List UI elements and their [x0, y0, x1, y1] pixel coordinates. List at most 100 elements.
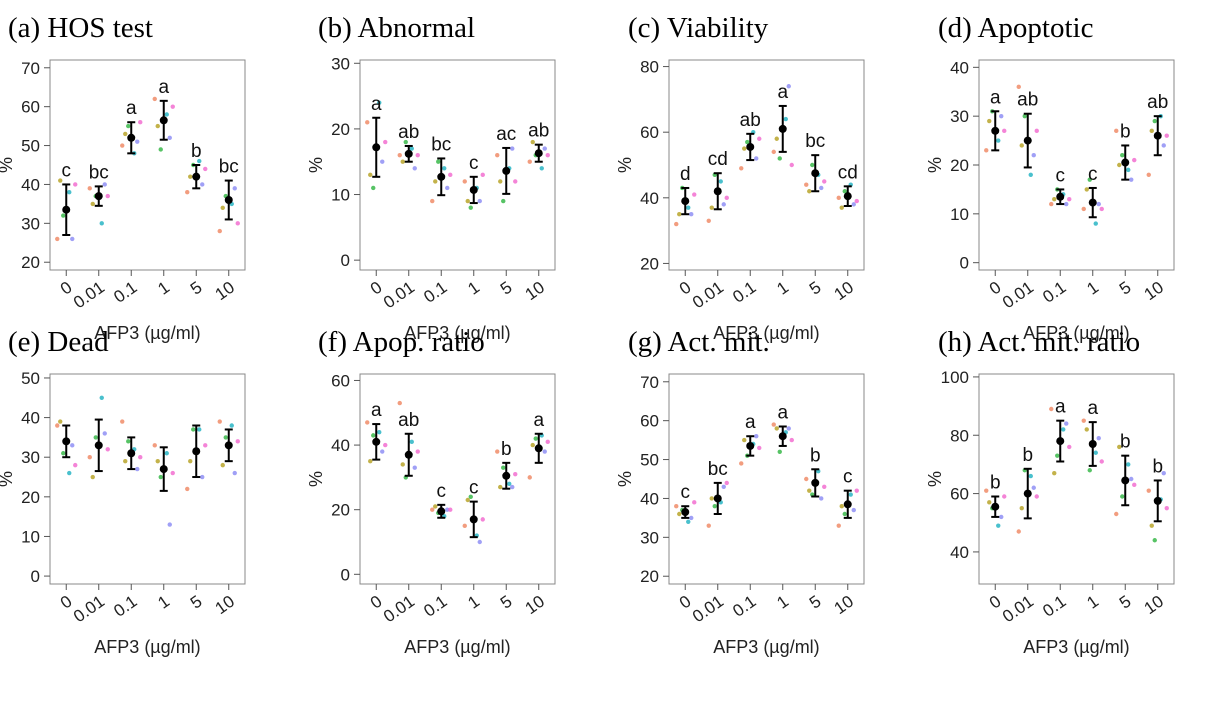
significance-letter: a [158, 77, 169, 98]
significance-letter: a [533, 410, 544, 431]
replicate-point [527, 475, 532, 480]
replicate-point [1019, 505, 1024, 511]
replicate-point [191, 427, 196, 432]
replicate-point [185, 190, 190, 195]
y-tick-label: 50 [21, 137, 40, 156]
replicate-point [1126, 167, 1131, 173]
replicate-point [822, 179, 827, 184]
y-axis-label: % [0, 471, 16, 487]
significance-letter: cd [708, 149, 728, 170]
replicate-point [774, 136, 779, 141]
x-axis-label: AFP3 (µg/ml) [404, 637, 510, 657]
replicate-point [462, 523, 467, 529]
replicate-point [188, 458, 193, 464]
replicate-point [692, 500, 697, 505]
y-tick-label: 40 [21, 409, 40, 428]
y-tick-label: 40 [640, 189, 659, 208]
significance-letter: ab [398, 122, 419, 143]
replicate-point [380, 159, 385, 164]
replicate-point [383, 442, 388, 448]
mean-point [62, 205, 71, 214]
replicate-point [158, 474, 163, 480]
replicate-point [135, 139, 140, 144]
x-tick-label: 1 [773, 592, 792, 613]
mean-point [778, 432, 787, 441]
replicate-point [365, 420, 370, 425]
x-tick-label: 0.1 [729, 592, 759, 621]
replicate-point [120, 143, 125, 148]
replicate-point [383, 139, 388, 145]
replicate-point [197, 158, 202, 164]
x-tick-label: 0.1 [1039, 592, 1069, 621]
replicate-point [783, 116, 788, 122]
replicate-point [1087, 468, 1092, 473]
y-axis-label: % [615, 471, 635, 487]
replicate-point [138, 120, 143, 125]
significance-letter: c [1056, 165, 1066, 186]
replicate-point [87, 455, 92, 460]
significance-letter: bc [805, 131, 825, 152]
replicate-point [223, 435, 228, 440]
replicate-point [409, 146, 414, 151]
y-axis-label: % [306, 471, 326, 487]
replicate-point [1152, 538, 1157, 543]
x-tick-label: 10 [831, 592, 857, 618]
replicate-point [501, 198, 506, 204]
replicate-point [99, 221, 104, 226]
replicate-point [1061, 427, 1066, 432]
replicate-point [126, 439, 131, 444]
y-tick-label: 30 [950, 107, 969, 126]
plot-frame [978, 59, 1175, 271]
x-axis-label: AFP3 (µg/ml) [94, 323, 200, 343]
significance-letter: a [1087, 398, 1098, 419]
replicate-point [1093, 221, 1098, 226]
replicate-point [754, 156, 759, 161]
y-tick-label: 80 [640, 58, 659, 77]
replicate-point [415, 449, 420, 454]
mean-point [404, 149, 413, 158]
replicate-point [200, 182, 205, 187]
replicate-point [495, 152, 500, 158]
replicate-point [842, 189, 847, 194]
replicate-point [217, 419, 222, 424]
y-tick-label: 30 [21, 214, 40, 233]
mean-point [681, 197, 690, 206]
replicate-point [377, 100, 382, 105]
replicate-point [102, 182, 107, 187]
replicate-point [377, 429, 382, 435]
mean-point [437, 172, 446, 181]
replicate-point [777, 156, 782, 161]
replicate-point [462, 179, 467, 184]
replicate-point [1028, 172, 1033, 177]
replicate-point [842, 511, 847, 517]
significance-letter: b [1120, 121, 1131, 142]
mean-point [192, 172, 201, 181]
replicate-point [70, 236, 75, 242]
y-tick-label: 30 [640, 528, 659, 547]
replicate-point [67, 190, 72, 195]
mean-point [469, 515, 478, 524]
y-tick-label: 60 [21, 98, 40, 117]
replicate-point [448, 172, 453, 178]
replicate-point [1002, 128, 1007, 134]
replicate-point [448, 507, 453, 512]
replicate-point [745, 139, 750, 145]
replicate-point [397, 152, 402, 158]
replicate-point [232, 186, 237, 191]
replicate-point [409, 439, 414, 445]
replicate-point [839, 504, 844, 509]
replicate-point [709, 496, 714, 501]
replicate-point [513, 471, 518, 477]
replicate-point [545, 152, 550, 158]
significance-letter: b [1022, 445, 1033, 466]
significance-letter: bc [708, 459, 728, 480]
mean-point [404, 450, 413, 459]
replicate-point [542, 146, 547, 151]
y-axis-label: % [925, 157, 945, 173]
replicate-point [739, 166, 744, 171]
panel-title: (f) Apop. ratio [318, 326, 485, 358]
mean-point [94, 192, 103, 201]
x-tick-label: 10 [1141, 278, 1167, 304]
